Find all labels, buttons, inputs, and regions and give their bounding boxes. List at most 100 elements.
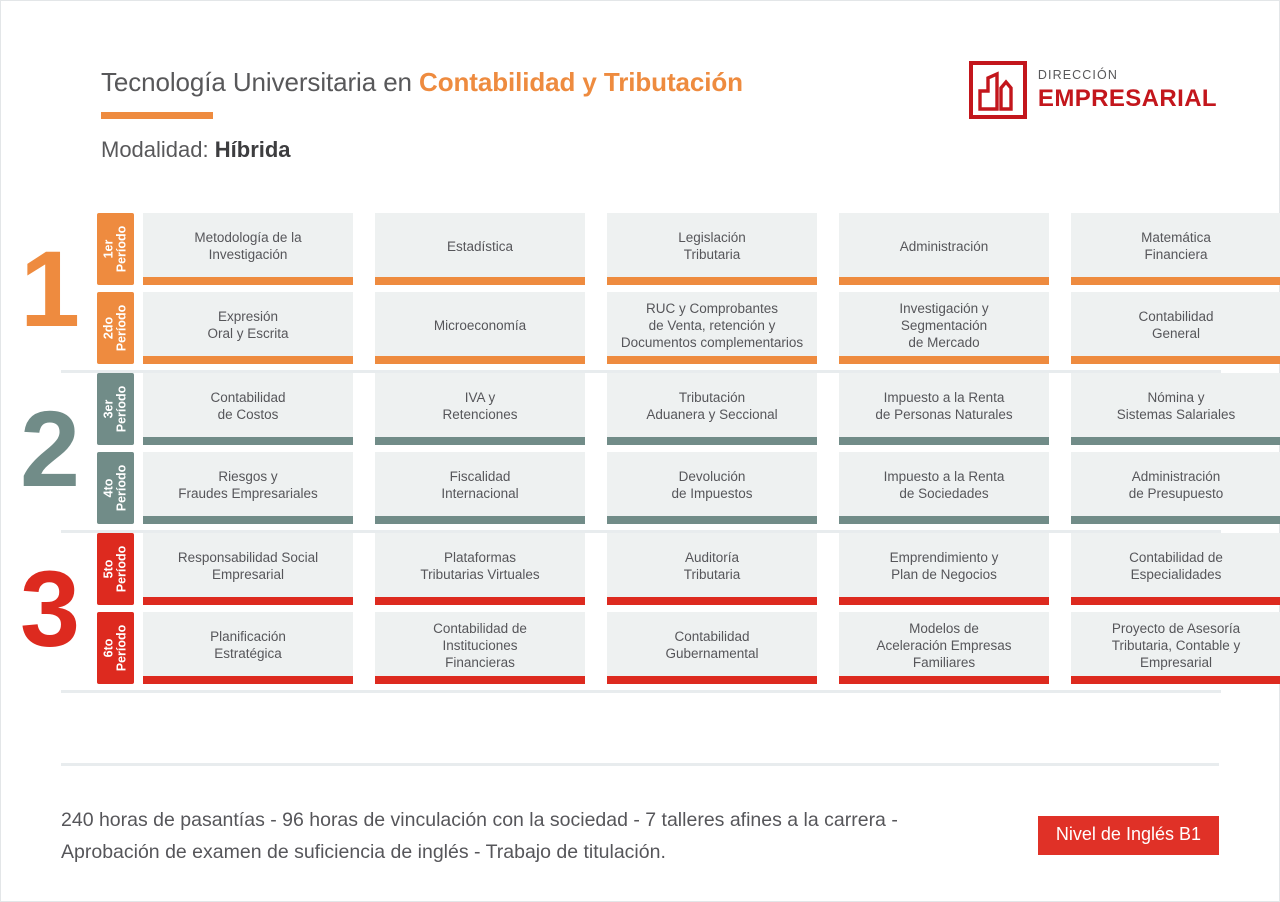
course-card-label: Tributación Aduanera y Seccional: [646, 390, 778, 422]
logo-line-1: DIRECCIÓN: [1037, 68, 1118, 83]
course-card[interactable]: Administración de Presupuesto: [1071, 452, 1280, 524]
period-tab-label: 4to Período: [102, 464, 129, 512]
page-footer: 240 horas de pasantías - 96 horas de vin…: [61, 763, 1219, 868]
course-card-label: Impuesto a la Renta de Sociedades: [883, 469, 1005, 501]
period-word: Período: [114, 464, 129, 512]
year-number: 2: [19, 387, 80, 509]
title-underline-rule: [101, 112, 213, 119]
period-tab-label: 6to Período: [102, 625, 129, 672]
year-rows: 1 1er Período Metodología de la Investigació…: [1, 213, 1280, 364]
course-card-label: Nómina y Sistemas Salariales: [1116, 390, 1236, 422]
course-card[interactable]: Devolución de Impuestos: [607, 452, 817, 524]
course-card-group: Metodología de la Investigación Estadístic…: [143, 213, 1280, 285]
course-card-label: Plataformas Tributarias Virtuales: [420, 550, 540, 582]
course-card-label: Impuesto a la Renta de Personas Naturales: [875, 390, 1013, 422]
course-card[interactable]: Impuesto a la Renta de Personas Naturales: [839, 373, 1049, 445]
year-number: 1: [19, 227, 80, 349]
course-card[interactable]: Auditoría Tributaria: [607, 533, 817, 605]
year-rows: 3 5to Período Responsabilidad Social Empresa…: [1, 533, 1280, 684]
course-card[interactable]: Modelos de Aceleración Empresas Familiares: [839, 612, 1049, 684]
course-card[interactable]: Matemática Financiera: [1071, 213, 1280, 285]
course-card[interactable]: IVA y Retenciones: [375, 373, 585, 445]
modality-label: Modalidad:: [101, 137, 215, 162]
period-tab-label: 3er Período: [102, 385, 129, 433]
course-card-accent-bar: [839, 516, 1049, 524]
period-tab[interactable]: 1er Período: [97, 213, 134, 285]
course-card-accent-bar: [1071, 437, 1280, 445]
graduation-requirements: 240 horas de pasantías - 96 horas de vin…: [61, 809, 898, 863]
course-card-accent-bar: [1071, 597, 1280, 605]
course-card-accent-bar: [839, 597, 1049, 605]
year-rows: 2 3er Período Contabilidad de Costos IVA y Ret…: [1, 373, 1280, 524]
course-card[interactable]: Metodología de la Investigación: [143, 213, 353, 285]
course-card-accent-bar: [375, 356, 585, 364]
period-tab[interactable]: 3er Período: [97, 373, 134, 445]
course-card[interactable]: Legislación Tributaria: [607, 213, 817, 285]
course-card-group: Contabilidad de Costos IVA y Retenciones Tri…: [143, 373, 1280, 445]
course-card-accent-bar: [839, 356, 1049, 364]
course-card[interactable]: Contabilidad de Costos: [143, 373, 353, 445]
modality-line: Modalidad: Híbrida: [101, 137, 1219, 163]
period-row: 4to Período Riesgos y Fraudes Empresariales…: [97, 452, 1280, 524]
course-card-label: Emprendimiento y Plan de Negocios: [889, 550, 999, 582]
year-divider: [61, 370, 1221, 373]
course-card[interactable]: Administración: [839, 213, 1049, 285]
period-tab[interactable]: 6to Período: [97, 612, 134, 684]
course-card[interactable]: Nómina y Sistemas Salariales: [1071, 373, 1280, 445]
course-card[interactable]: Plataformas Tributarias Virtuales: [375, 533, 585, 605]
course-card-group: Responsabilidad Social Empresarial Platafo…: [143, 533, 1280, 605]
period-row: 2do Período Expresión Oral y Escrita Microec…: [97, 292, 1280, 364]
period-tab[interactable]: 5to Período: [97, 533, 134, 605]
course-card[interactable]: Expresión Oral y Escrita: [143, 292, 353, 364]
course-card-label: Contabilidad Gubernamental: [665, 629, 759, 661]
course-card[interactable]: Estadística: [375, 213, 585, 285]
footer-body: 240 horas de pasantías - 96 horas de vin…: [61, 804, 1219, 868]
course-card[interactable]: Microeconomía: [375, 292, 585, 364]
course-card-accent-bar: [375, 676, 585, 684]
course-card[interactable]: Contabilidad de Instituciones Financieras: [375, 612, 585, 684]
course-card[interactable]: Fiscalidad Internacional: [375, 452, 585, 524]
course-card[interactable]: Planificación Estratégica: [143, 612, 353, 684]
period-tab[interactable]: 2do Período: [97, 292, 134, 364]
course-card-label: Administración de Presupuesto: [1128, 469, 1224, 501]
course-card[interactable]: Proyecto de Asesoría Tributaria, Contable…: [1071, 612, 1280, 684]
english-level-badge: Nivel de Inglés B1: [1037, 816, 1219, 855]
course-card-group: Planificación Estratégica Contabilidad de I…: [143, 612, 1280, 684]
course-card[interactable]: Contabilidad General: [1071, 292, 1280, 364]
course-card-accent-bar: [143, 676, 353, 684]
course-card[interactable]: Contabilidad de Especialidades: [1071, 533, 1280, 605]
course-card-label: Contabilidad de Costos: [210, 390, 286, 422]
year-block: 3 5to Período Responsabilidad Social Empresa…: [1, 533, 1280, 693]
course-card-label: IVA y Retenciones: [442, 390, 518, 422]
course-card-label: Administración: [899, 238, 989, 254]
course-card[interactable]: Emprendimiento y Plan de Negocios: [839, 533, 1049, 605]
title-accent: Contabilidad y Tributación: [419, 67, 743, 97]
logo-wordmark: DIRECCIÓN EMPRESARIAL: [1038, 69, 1217, 111]
period-tab-label: 1er Período: [102, 226, 129, 273]
course-card-label: Microeconomía: [433, 317, 527, 333]
period-row: 1er Período Metodología de la Investigación…: [97, 213, 1280, 285]
course-card[interactable]: Tributación Aduanera y Seccional: [607, 373, 817, 445]
course-card-label: Contabilidad de Especialidades: [1129, 550, 1223, 582]
course-card[interactable]: Impuesto a la Renta de Sociedades: [839, 452, 1049, 524]
course-card[interactable]: Riesgos y Fraudes Empresariales: [143, 452, 353, 524]
course-card-group: Expresión Oral y Escrita Microeconomía RUC …: [143, 292, 1280, 364]
year-number: 3: [19, 547, 80, 669]
course-card-label: Expresión Oral y Escrita: [207, 309, 289, 341]
course-card-group: Riesgos y Fraudes Empresariales Fiscalidad…: [143, 452, 1280, 524]
year-block: 1 1er Período Metodología de la Investigació…: [1, 213, 1280, 373]
year-divider: [61, 530, 1221, 533]
course-card-accent-bar: [1071, 356, 1280, 364]
course-card[interactable]: Investigación y Segmentación de Mercado: [839, 292, 1049, 364]
period-word: Período: [114, 385, 129, 433]
course-card-accent-bar: [607, 676, 817, 684]
course-card[interactable]: Contabilidad Gubernamental: [607, 612, 817, 684]
course-card-label: Responsabilidad Social Empresarial: [177, 550, 319, 582]
period-row: 5to Período Responsabilidad Social Empresar…: [97, 533, 1280, 605]
brand-logo: DIRECCIÓN EMPRESARIAL: [968, 61, 1217, 119]
course-card-label: Estadística: [446, 238, 514, 254]
period-tab[interactable]: 4to Período: [97, 452, 134, 524]
course-card[interactable]: Responsabilidad Social Empresarial: [143, 533, 353, 605]
